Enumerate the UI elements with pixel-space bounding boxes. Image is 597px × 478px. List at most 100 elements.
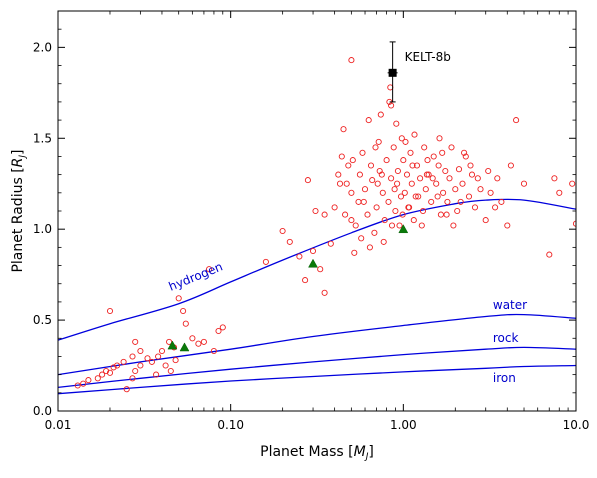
exoplanet-point [148, 358, 155, 365]
exoplanet-point [454, 207, 461, 215]
exoplanet-point [440, 189, 447, 196]
exoplanet-point [477, 186, 484, 193]
exoplanet-point [428, 198, 435, 205]
exoplanet-point [360, 198, 367, 205]
exoplanet-point [482, 217, 489, 224]
exoplanet-point [405, 204, 412, 211]
y-tick-label: 2.0 [33, 40, 52, 54]
exoplanet-point [366, 244, 373, 251]
exoplanet-point [106, 307, 114, 315]
exoplanet-point [467, 162, 474, 169]
exoplanet-point [412, 193, 419, 200]
exoplanet-point [450, 222, 457, 229]
exoplanet-point [132, 367, 139, 375]
x-tick-label: 1.00 [390, 418, 417, 432]
exoplanet-point [403, 171, 411, 178]
exoplanet-point [331, 204, 338, 211]
exoplanet-point [418, 222, 425, 229]
exoplanet-point [434, 193, 441, 200]
exoplanet-point [367, 162, 375, 169]
exoplanet-point [383, 157, 390, 164]
exoplanet-point [110, 364, 117, 371]
exoplanet-point [407, 149, 414, 156]
exoplanet-point [437, 211, 444, 218]
exoplanet-point [182, 320, 189, 327]
exoplanet-point [94, 375, 101, 382]
exoplanet-point [312, 207, 319, 215]
exoplanet-point [377, 111, 384, 118]
rock-curve-label: rock [493, 331, 519, 345]
exoplanet-point [321, 211, 328, 218]
exoplanet-point [129, 375, 136, 382]
iron-curve [58, 364, 576, 395]
exoplanet-point [436, 135, 443, 142]
exoplanet-point [520, 180, 528, 187]
exoplanet-point [465, 193, 473, 200]
exoplanet-point [459, 180, 466, 187]
exoplanet-point [352, 222, 359, 229]
exoplanet-point [374, 180, 381, 187]
exoplanet-point [388, 222, 396, 229]
exoplanet-point [304, 177, 311, 184]
exoplanet-point [448, 144, 455, 151]
exoplanet-point [336, 180, 344, 187]
exoplanet-point [417, 175, 424, 182]
exoplanet-point [200, 338, 207, 345]
exoplanet-point [348, 57, 355, 64]
exoplanet-point [158, 347, 166, 355]
exoplanet-point [144, 355, 151, 362]
plot-background [58, 11, 576, 411]
exoplanet-point [172, 357, 179, 364]
exoplanet-point [155, 353, 162, 360]
exoplanet-point [373, 204, 380, 211]
exoplanet-point [392, 207, 399, 215]
exoplanet-point [494, 175, 501, 182]
exoplanet-point [399, 211, 406, 218]
exoplanet-point [546, 251, 553, 258]
exoplanet-point [468, 171, 476, 178]
exoplanet-point [419, 207, 427, 215]
exoplanet-point [74, 382, 81, 389]
exoplanet-point [474, 175, 481, 182]
exoplanet-point [457, 198, 464, 205]
exoplanet-point [409, 162, 416, 169]
exoplanet-point [551, 175, 558, 182]
exoplanet-point [443, 211, 450, 218]
solar-planet-marker [398, 224, 409, 234]
exoplanet-point [296, 253, 303, 260]
exoplanet-point [485, 167, 492, 175]
axis-ticks: 0.01 0.10 1.00 10.0 0.0 0.5 1.0 1.5 2.0 [33, 11, 589, 432]
exoplanet-point [471, 204, 479, 211]
exoplanet-point [342, 211, 349, 218]
x-tick-label: 0.01 [45, 418, 72, 432]
exoplanet-point [424, 157, 431, 164]
exoplanet-point [175, 295, 182, 302]
exoplanet-point [556, 189, 563, 196]
exoplanet-point [103, 367, 110, 375]
water-curve [58, 313, 576, 376]
exoplanet-point [413, 162, 421, 169]
exoplanet-point [391, 186, 398, 193]
exoplanet-point [439, 149, 446, 156]
exoplanet-point [487, 189, 494, 196]
exoplanet-point [415, 193, 422, 200]
exoplanet-point [369, 177, 376, 184]
exoplanet-point [132, 338, 139, 345]
exoplanet-point [375, 138, 382, 145]
exoplanet-point [513, 117, 520, 124]
exoplanet-point [393, 120, 400, 127]
exoplanet-point [394, 180, 401, 187]
kelt-8b-label: KELT-8b [405, 50, 451, 64]
exoplanet-point [340, 126, 347, 133]
exoplanet-point [129, 353, 136, 360]
exoplanet-point [327, 240, 334, 247]
solar-planet-marker [308, 258, 318, 268]
exoplanet-point [394, 167, 401, 175]
solar-planet-marker [167, 340, 178, 350]
x-tick-label: 0.10 [217, 418, 244, 432]
exoplanet-point [442, 167, 449, 175]
solar-planet-marker [179, 342, 190, 352]
exoplanet-point [349, 157, 356, 164]
exoplanet-point [423, 171, 430, 178]
